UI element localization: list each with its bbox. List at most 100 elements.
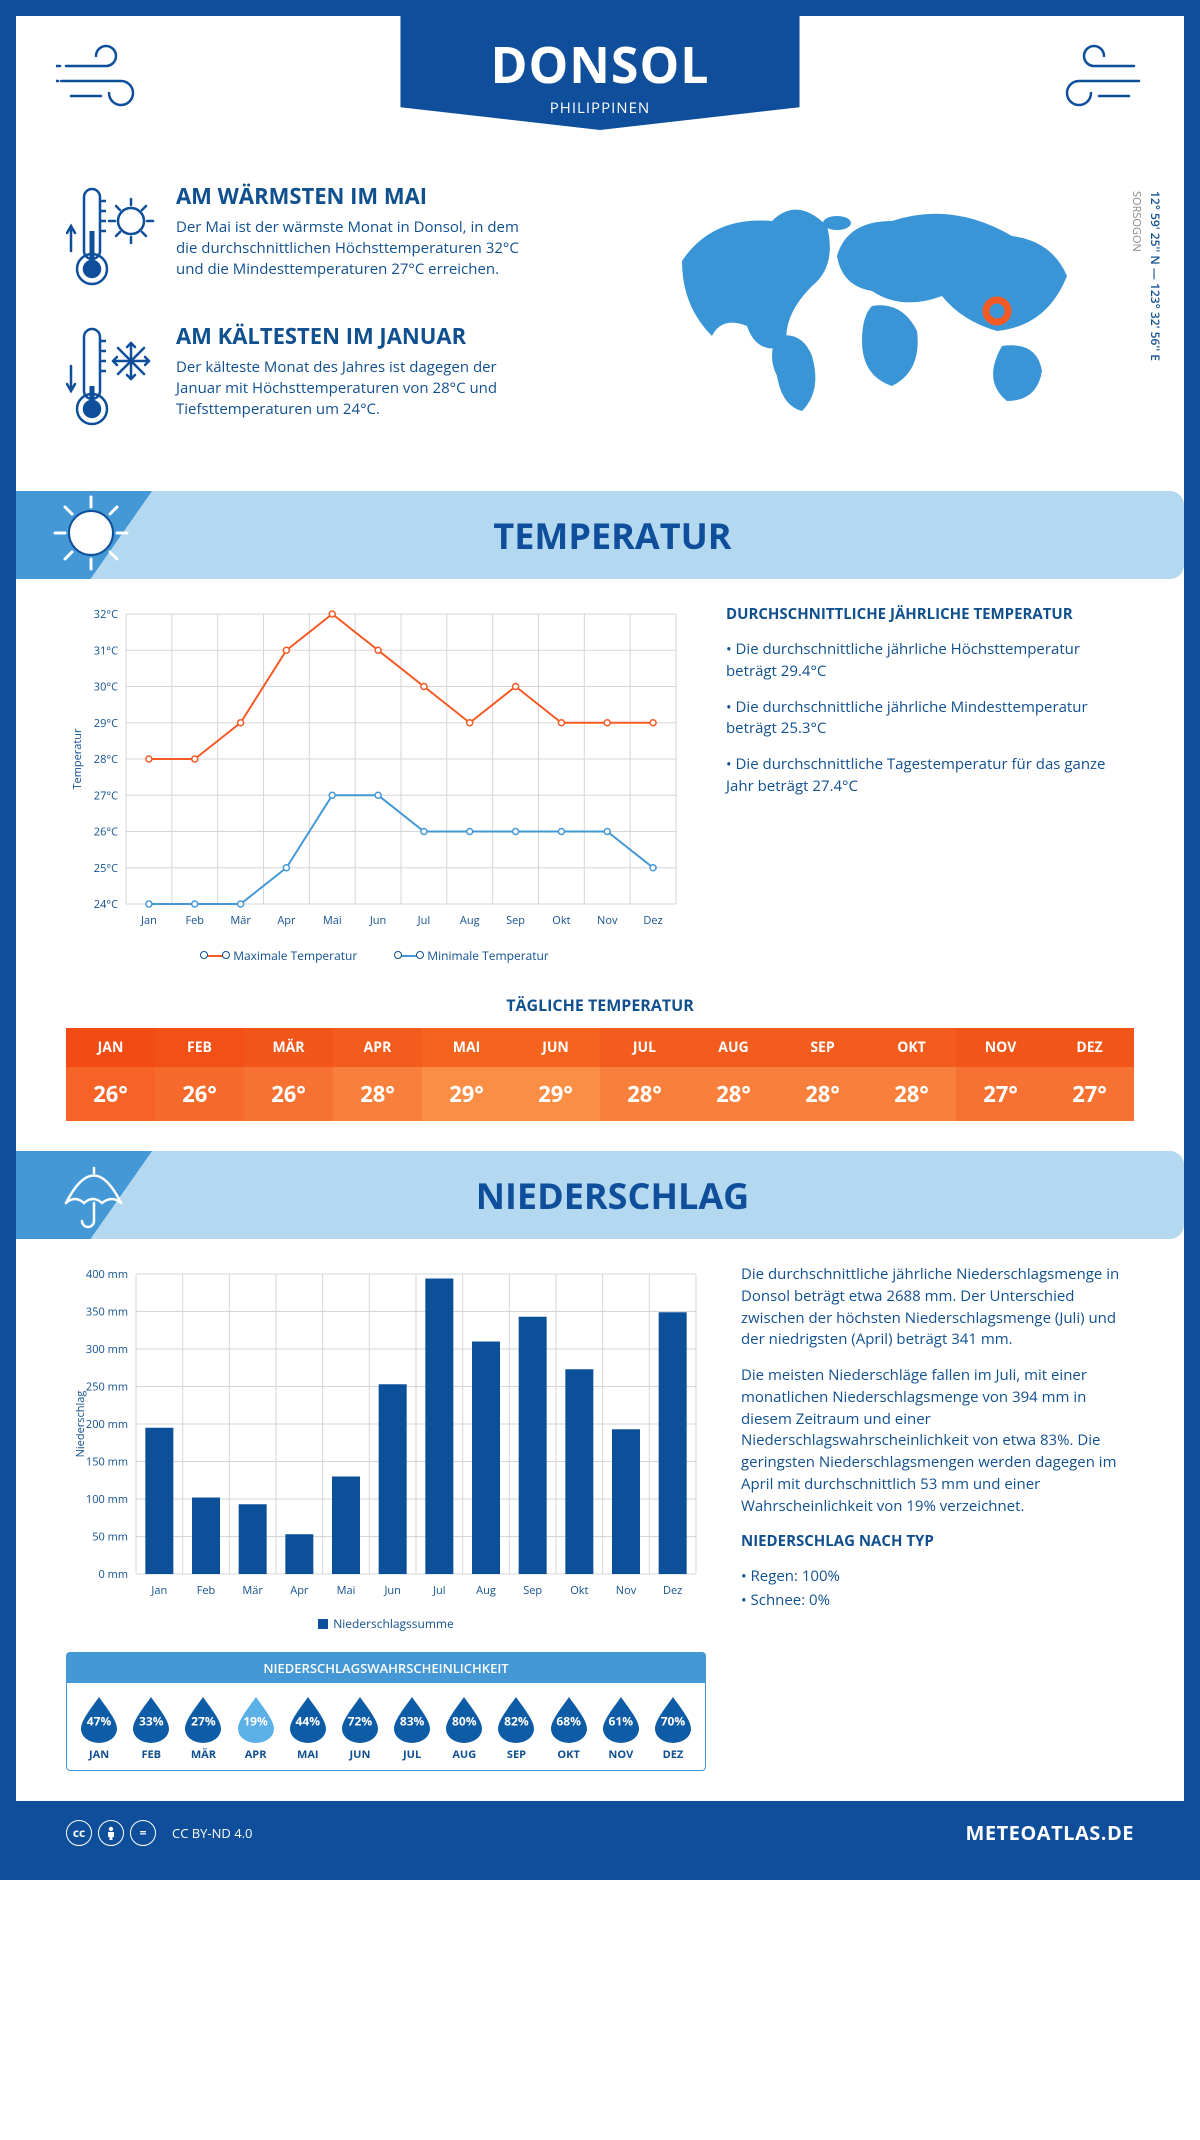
svg-text:Apr: Apr <box>277 913 296 928</box>
daily-temp-header: DEZ <box>1045 1028 1134 1067</box>
fact-warmest-body: Der Mai ist der wärmste Monat in Donsol,… <box>176 217 526 280</box>
svg-text:Jan: Jan <box>150 1583 167 1598</box>
fact-coldest-text: AM KÄLTESTEN IM JANUAR Der kälteste Mona… <box>176 321 526 436</box>
svg-text:250 mm: 250 mm <box>86 1380 128 1395</box>
svg-text:Nov: Nov <box>616 1583 637 1598</box>
precipitation-type-snow: • Schnee: 0% <box>741 1590 1134 1612</box>
precip-prob-month: DEZ <box>647 1747 699 1762</box>
precip-prob-month: SEP <box>490 1747 542 1762</box>
precipitation-info-p2: Die meisten Niederschläge fallen im Juli… <box>741 1365 1134 1517</box>
daily-temp-cell: 26° <box>66 1067 155 1121</box>
sun-icon <box>51 493 131 578</box>
world-map-panel: SORSOGON 12° 59' 25'' N — 123° 32' 56'' … <box>620 181 1134 461</box>
daily-temp-cell: 27° <box>956 1067 1045 1121</box>
raindrop-icon: 33% <box>131 1695 171 1743</box>
temperature-info-b2: • Die durchschnittliche jährliche Mindes… <box>726 697 1134 741</box>
svg-text:Dez: Dez <box>663 1583 682 1598</box>
wind-icon <box>56 36 166 121</box>
page-footer: cc = CC BY-ND 4.0 METEOATLAS.DE <box>16 1801 1184 1864</box>
raindrop-icon: 68% <box>549 1695 589 1743</box>
precip-prob-drop: 72% JUN <box>334 1695 386 1762</box>
precip-prob-month: FEB <box>125 1747 177 1762</box>
precip-prob-drop: 61% NOV <box>595 1695 647 1762</box>
daily-temperature-table: JANFEBMÄRAPRMAIJUNJULAUGSEPOKTNOVDEZ26°2… <box>66 1028 1134 1121</box>
precip-prob-month: JUL <box>386 1747 438 1762</box>
daily-temp-header: OKT <box>867 1028 956 1067</box>
daily-temp-header: JUN <box>511 1028 600 1067</box>
svg-text:24°C: 24°C <box>94 897 118 912</box>
raindrop-icon: 70% <box>653 1695 693 1743</box>
daily-temp-cell: 28° <box>333 1067 422 1121</box>
precipitation-type-title: NIEDERSCHLAG NACH TYP <box>741 1531 1134 1551</box>
section-title-precipitation: NIEDERSCHLAG <box>131 1171 1094 1220</box>
province-label: SORSOGON <box>1129 191 1144 252</box>
temperature-info-b1: • Die durchschnittliche jährliche Höchst… <box>726 639 1134 683</box>
svg-text:Jun: Jun <box>369 913 386 928</box>
brand-label: METEOATLAS.DE <box>966 1819 1134 1846</box>
precip-prob-drop: 80% AUG <box>438 1695 490 1762</box>
precipitation-probability-box: NIEDERSCHLAGSWAHRSCHEINLICHKEIT 47% JAN … <box>66 1652 706 1771</box>
fact-warmest-text: AM WÄRMSTEN IM MAI Der Mai ist der wärms… <box>176 181 526 296</box>
daily-temp-header: MÄR <box>244 1028 333 1067</box>
svg-text:Aug: Aug <box>476 1583 496 1598</box>
by-icon <box>98 1820 124 1846</box>
temperature-legend: Maximale Temperatur Minimale Temperatur <box>66 947 686 964</box>
precip-prob-drop: 68% OKT <box>543 1695 595 1762</box>
legend-min-temp: Minimale Temperatur <box>427 947 549 964</box>
svg-text:0 mm: 0 mm <box>98 1567 128 1582</box>
svg-text:Apr: Apr <box>290 1583 309 1598</box>
svg-text:Mai: Mai <box>337 1583 356 1598</box>
fact-warmest-title: AM WÄRMSTEN IM MAI <box>176 181 526 211</box>
precipitation-bar-chart: 0 mm50 mm100 mm150 mm200 mm250 mm300 mm3… <box>66 1264 706 1771</box>
page-container: DONSOL PHILIPPINEN <box>0 0 1200 1880</box>
svg-text:Jun: Jun <box>383 1583 400 1598</box>
daily-temp-cell: 26° <box>155 1067 244 1121</box>
daily-temperature-title: TÄGLICHE TEMPERATUR <box>66 994 1134 1016</box>
daily-temp-cell: 28° <box>600 1067 689 1121</box>
precipitation-type-rain: • Regen: 100% <box>741 1566 1134 1588</box>
svg-text:31°C: 31°C <box>94 643 118 658</box>
temperature-info-panel: DURCHSCHNITTLICHE JÄHRLICHE TEMPERATUR •… <box>726 604 1134 964</box>
precip-prob-month: NOV <box>595 1747 647 1762</box>
precip-prob-drop: 27% MÄR <box>177 1695 229 1762</box>
daily-temp-cell: 26° <box>244 1067 333 1121</box>
svg-text:Jan: Jan <box>140 913 157 928</box>
country-subtitle: PHILIPPINEN <box>490 98 709 118</box>
temperature-chart-row: 24°C25°C26°C27°C28°C29°C30°C31°C32°CJanF… <box>66 604 1134 964</box>
raindrop-icon: 19% <box>236 1695 276 1743</box>
precip-prob-drop: 47% JAN <box>73 1695 125 1762</box>
coordinates-label: 12° 59' 25'' N — 123° 32' 56'' E <box>1147 191 1164 361</box>
svg-text:Dez: Dez <box>643 913 662 928</box>
svg-text:32°C: 32°C <box>94 607 118 622</box>
precip-prob-drop: 82% SEP <box>490 1695 542 1762</box>
umbrella-icon <box>51 1153 131 1238</box>
svg-text:300 mm: 300 mm <box>86 1342 128 1357</box>
daily-temp-cell: 29° <box>422 1067 511 1121</box>
precip-prob-month: MAI <box>282 1747 334 1762</box>
facts-column: AM WÄRMSTEN IM MAI Der Mai ist der wärms… <box>66 181 580 461</box>
daily-temp-header: APR <box>333 1028 422 1067</box>
daily-temp-cell: 28° <box>778 1067 867 1121</box>
precipitation-probability-title: NIEDERSCHLAGSWAHRSCHEINLICHKEIT <box>67 1653 705 1683</box>
raindrop-icon: 27% <box>183 1695 223 1743</box>
svg-text:350 mm: 350 mm <box>86 1305 128 1320</box>
svg-text:100 mm: 100 mm <box>86 1492 128 1507</box>
svg-text:Jul: Jul <box>417 913 430 928</box>
precip-prob-month: AUG <box>438 1747 490 1762</box>
precipitation-row: 0 mm50 mm100 mm150 mm200 mm250 mm300 mm3… <box>66 1264 1134 1771</box>
section-heading-precipitation: NIEDERSCHLAG <box>16 1151 1184 1239</box>
daily-temp-cell: 27° <box>1045 1067 1134 1121</box>
temperature-info-b3: • Die durchschnittliche Tagestemperatur … <box>726 754 1134 798</box>
daily-temp-cell: 28° <box>689 1067 778 1121</box>
daily-temp-header: MAI <box>422 1028 511 1067</box>
thermometer-hot-icon <box>66 181 156 296</box>
svg-text:Niederschlag: Niederschlag <box>73 1391 88 1458</box>
svg-text:26°C: 26°C <box>94 825 118 840</box>
license-block: cc = CC BY-ND 4.0 <box>66 1820 252 1846</box>
precip-prob-month: JAN <box>73 1747 125 1762</box>
svg-text:Sep: Sep <box>506 913 525 928</box>
precip-prob-month: APR <box>230 1747 282 1762</box>
precip-prob-month: OKT <box>543 1747 595 1762</box>
svg-text:30°C: 30°C <box>94 680 118 695</box>
fact-coldest-body: Der kälteste Monat des Jahres ist dagege… <box>176 357 526 420</box>
